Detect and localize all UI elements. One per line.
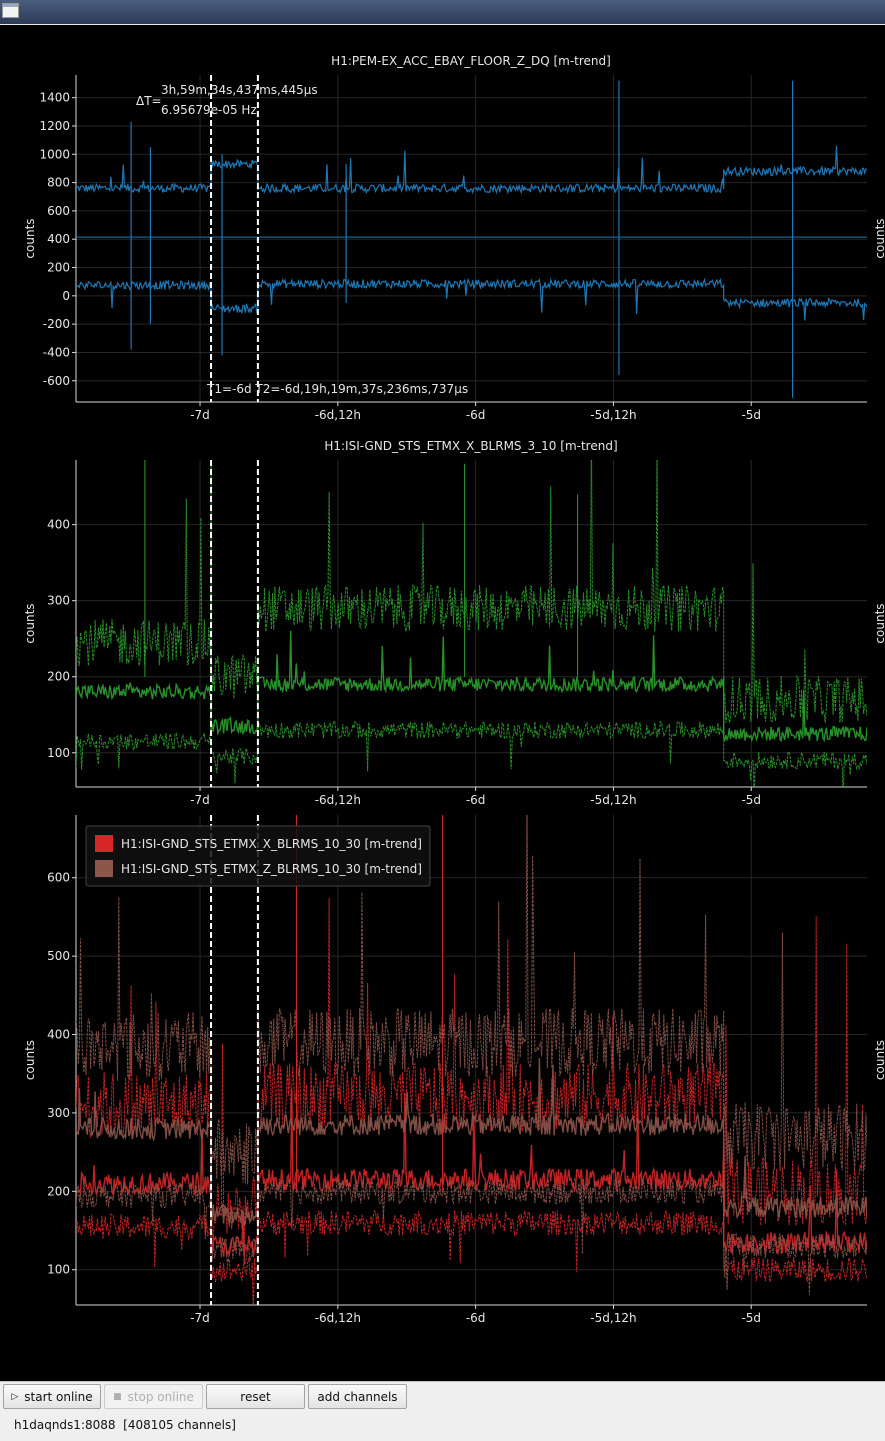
xtick-label: -7d: [190, 793, 210, 807]
trace-min: [76, 720, 867, 787]
ytick-label: -400: [43, 345, 70, 359]
ytick-label: 600: [47, 871, 70, 885]
ytick-label: 400: [47, 518, 70, 532]
legend-swatch: [95, 835, 113, 852]
plot-title: H1:ISI-GND_STS_ETMX_X_BLRMS_3_10 [m-tren…: [324, 439, 617, 453]
trace-mean: [76, 630, 867, 743]
trace-max: [76, 897, 867, 1245]
xtick-label: -6d: [466, 408, 486, 422]
trace-max: [76, 815, 867, 1185]
traces: [76, 80, 867, 398]
y-axis-label-right: counts: [873, 603, 885, 643]
cursor-delta-label: ΔT=: [136, 94, 162, 108]
bottom-bar: ▷ start online ■ stop online reset add c…: [0, 1381, 885, 1441]
add-channels-button[interactable]: add channels: [308, 1384, 407, 1409]
xtick-label: -5d: [741, 408, 761, 422]
ytick-label: 600: [47, 204, 70, 218]
ytick-label: -200: [43, 317, 70, 331]
xtick-label: -5d: [741, 1311, 761, 1325]
trace-max: [76, 145, 867, 195]
xtick-label: -6d: [466, 793, 486, 807]
cursor-delta-freq: 6.95679e-05 Hz: [161, 103, 257, 117]
trace-min: [76, 277, 867, 321]
legend-swatch: [95, 860, 113, 877]
trace-max: [76, 460, 867, 723]
ytick-label: 0: [62, 289, 70, 303]
plot-title: H1:PEM-EX_ACC_EBAY_FLOOR_Z_DQ [m-trend]: [331, 54, 611, 68]
plots-canvas[interactable]: 1400 1200 1000 800 600 400 200 0 -200 -400 -600 -7d…: [0, 25, 885, 1381]
y-axis-label-right: counts: [873, 218, 885, 258]
trace-min: [76, 1209, 867, 1305]
y-axis-label: counts: [23, 218, 37, 258]
start-online-button[interactable]: ▷ start online: [3, 1384, 101, 1409]
ytick-label: 100: [47, 1263, 70, 1277]
ytick-label: 400: [47, 1028, 70, 1042]
add-channels-label: add channels: [317, 1389, 398, 1404]
plot-1: 1400 1200 1000 800 600 400 200 0 -200 -400 -600 -7d…: [23, 54, 885, 422]
ytick-label: 200: [47, 261, 70, 275]
ytick-label: -600: [43, 374, 70, 388]
ytick-label: 1400: [39, 91, 70, 105]
xtick-label: -6d,12h: [315, 408, 361, 422]
window-icon[interactable]: [2, 3, 19, 18]
cursor-delta-time: 3h,59m,34s,437ms,445μs: [161, 83, 318, 97]
legend: H1:ISI-GND_STS_ETMX_X_BLRMS_10_30 [m-tre…: [85, 825, 431, 887]
start-online-label: start online: [24, 1389, 93, 1404]
reset-button[interactable]: reset: [206, 1384, 305, 1409]
ytick-label: 800: [47, 176, 70, 190]
ytick-label: 100: [47, 746, 70, 760]
trace-mean: [76, 1089, 867, 1258]
xtick-label: -7d: [190, 1311, 210, 1325]
ytick-label: 300: [47, 1106, 70, 1120]
trace-mean: [76, 1057, 867, 1226]
window-titlebar[interactable]: [0, 0, 885, 24]
y-axis-label: counts: [23, 603, 37, 643]
y-axis-label: counts: [23, 1040, 37, 1080]
xtick-label: -5d,12h: [590, 793, 636, 807]
stop-online-label: stop online: [127, 1389, 194, 1404]
ytick-label: 200: [47, 1184, 70, 1198]
xtick-label: -6d,12h: [315, 793, 361, 807]
ytick-label: 200: [47, 670, 70, 684]
xtick-label: -5d: [741, 793, 761, 807]
plot-2: 400 300 200 100 -7d -6d,12h -6d -5d,12h -5d H1:IS…: [23, 439, 885, 807]
status-text: h1daqnds1:8088 [408105 channels]: [14, 1418, 236, 1432]
ytick-label: 500: [47, 949, 70, 963]
xtick-label: -5d,12h: [590, 1311, 636, 1325]
ytick-label: 300: [47, 594, 70, 608]
ytick-label: 400: [47, 232, 70, 246]
reset-label: reset: [240, 1389, 271, 1404]
cursor-t1-t2: T1=-6d T2=-6d,19h,19m,37s,236ms,737μs: [206, 382, 468, 396]
stop-icon: ■: [113, 1391, 122, 1402]
xtick-label: -6d: [466, 1311, 486, 1325]
legend-label: H1:ISI-GND_STS_ETMX_Z_BLRMS_10_30 [m-tre…: [121, 862, 422, 876]
traces: [76, 815, 867, 1305]
traces: [76, 460, 867, 787]
play-icon: ▷: [11, 1391, 19, 1402]
xtick-label: -7d: [190, 408, 210, 422]
y-axis-label-right: counts: [873, 1040, 885, 1080]
trace-min: [76, 1177, 867, 1296]
xtick-label: -5d,12h: [590, 408, 636, 422]
xtick-label: -6d,12h: [315, 1311, 361, 1325]
stop-online-button: ■ stop online: [104, 1384, 203, 1409]
plot-area[interactable]: 1400 1200 1000 800 600 400 200 0 -200 -400 -600 -7d…: [0, 25, 885, 1381]
legend-label: H1:ISI-GND_STS_ETMX_X_BLRMS_10_30 [m-tre…: [121, 837, 422, 851]
ytick-label: 1000: [39, 147, 70, 161]
legend-box: [85, 825, 431, 887]
plot-3: 600 500 400 300 200 100 -7d -6d,12h -6d -5d,12h -5…: [23, 815, 885, 1325]
ytick-label: 1200: [39, 119, 70, 133]
